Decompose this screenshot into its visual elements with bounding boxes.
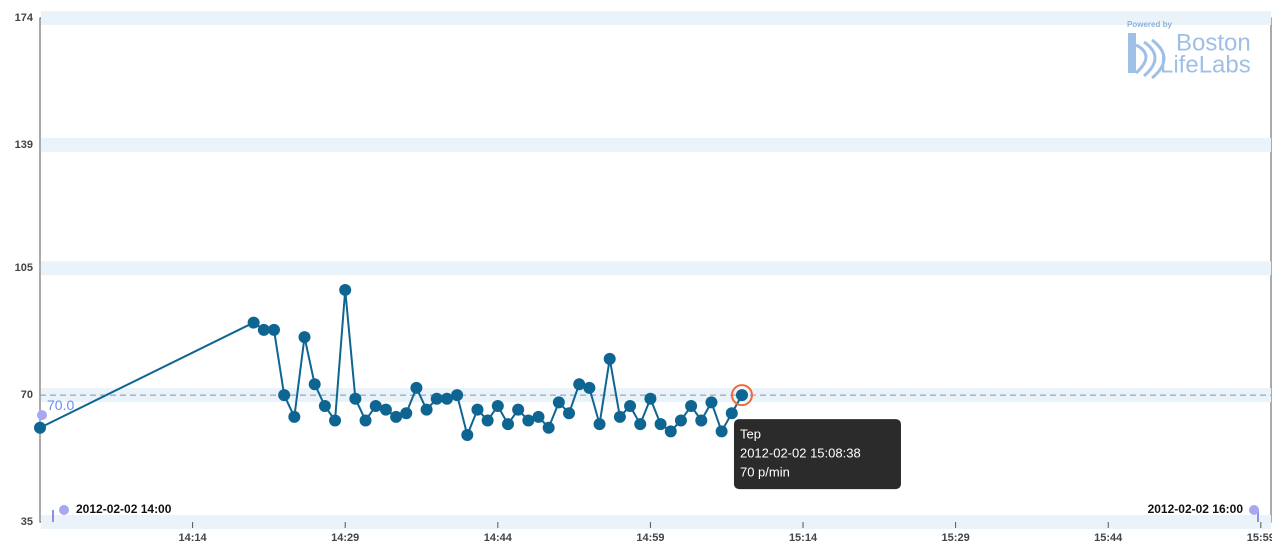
data-point — [420, 403, 433, 416]
data-point — [685, 399, 698, 412]
data-point — [695, 414, 708, 427]
data-point — [339, 283, 352, 296]
tooltip: Tep 2012-02-02 15:08:38 70 p/min — [733, 419, 901, 490]
data-point — [583, 381, 596, 394]
data-point — [542, 421, 555, 434]
data-point — [298, 331, 311, 344]
data-point — [359, 414, 372, 427]
tooltip-time: 2012-02-02 15:08:38 — [740, 446, 861, 461]
data-point — [247, 316, 260, 329]
highlight-ring — [730, 384, 753, 407]
grid-band — [41, 261, 1271, 276]
data-point — [532, 410, 545, 423]
tooltip-title: Tep — [740, 427, 761, 442]
data-point — [563, 407, 576, 420]
data-point — [257, 323, 270, 336]
data-point — [593, 418, 606, 431]
data-point — [400, 407, 413, 420]
data-point — [34, 421, 46, 434]
data-point — [267, 323, 280, 336]
x-tick-label: 15:29 — [942, 532, 970, 544]
data-point — [735, 389, 748, 402]
data-point — [288, 410, 301, 423]
data-point — [654, 418, 667, 431]
data-point — [512, 403, 525, 416]
y-tick-label: 105 — [15, 262, 33, 274]
data-point — [522, 414, 535, 427]
grid-band — [41, 11, 1271, 25]
data-point — [603, 352, 616, 365]
x-tick-label: 14:59 — [636, 532, 664, 544]
data-point — [481, 414, 494, 427]
logo: Powered by Boston LifeLabs — [1127, 20, 1251, 80]
data-point — [634, 418, 647, 431]
data-point — [725, 407, 738, 420]
reference-label: 70.0 — [47, 397, 74, 413]
y-tick-label: 174 — [15, 12, 34, 24]
data-point — [664, 425, 677, 438]
x-tick-label: 14:29 — [331, 532, 359, 544]
reference-handle — [37, 410, 47, 421]
y-tick-label: 35 — [21, 516, 33, 528]
data-point — [329, 414, 342, 427]
data-point — [278, 389, 291, 402]
data-point — [674, 414, 687, 427]
grid-band — [41, 137, 1271, 152]
logo-text: LifeLabs — [1160, 51, 1251, 78]
data-point — [552, 396, 565, 409]
data-point — [491, 399, 504, 412]
data-point — [308, 378, 321, 391]
data-point — [705, 396, 718, 409]
logo-caption: Powered by — [1127, 20, 1172, 29]
data-point — [390, 410, 403, 423]
data-point — [461, 428, 474, 441]
data-point — [318, 399, 331, 412]
range-label: 2012-02-02 14:00 — [76, 502, 172, 516]
tooltip-value: 70 p/min — [740, 465, 790, 480]
tooltip-box — [733, 419, 901, 490]
data-point — [471, 403, 484, 416]
data-point — [379, 403, 392, 416]
data-point — [349, 392, 362, 405]
data-point — [501, 418, 514, 431]
data-point — [430, 392, 443, 405]
logo-text: Boston — [1176, 29, 1251, 56]
data-point — [440, 392, 453, 405]
data-point — [451, 389, 464, 402]
x-tick-label: 15:14 — [789, 532, 818, 544]
range-handle — [1249, 505, 1259, 515]
range-label: 2012-02-02 16:00 — [1148, 502, 1244, 516]
range-handle — [59, 505, 69, 515]
x-tick-label: 14:14 — [179, 532, 208, 544]
data-point — [369, 399, 382, 412]
data-point — [624, 399, 637, 412]
x-tick-label: 14:44 — [484, 532, 513, 544]
data-point — [715, 425, 728, 438]
data-point — [410, 381, 423, 394]
x-tick-label: 15:59 — [1247, 532, 1272, 544]
y-tick-label: 70 — [21, 389, 33, 401]
data-point — [644, 392, 657, 405]
y-tick-label: 139 — [15, 139, 33, 151]
x-tick-label: 15:44 — [1094, 532, 1123, 544]
logo-icon — [1134, 38, 1166, 80]
data-point — [613, 410, 626, 423]
logo-icon — [1128, 33, 1136, 73]
data-point — [573, 378, 586, 391]
grid-band — [41, 515, 1271, 529]
